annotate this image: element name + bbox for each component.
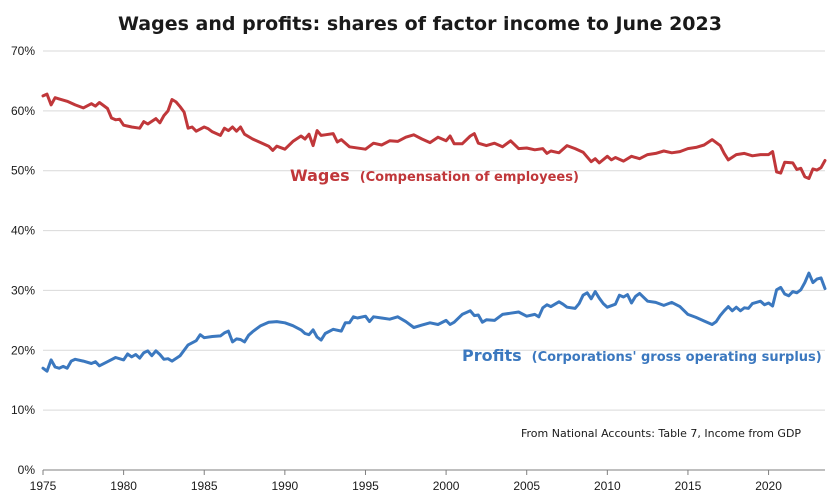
x-axis-ticks: 1975 1980 1985 1990 1995 2000 2005 2010 2015 2020 <box>30 470 782 493</box>
y-tick-label: 0% <box>18 463 36 477</box>
wages-line <box>41 92 827 180</box>
profits-line <box>41 271 827 373</box>
y-tick-label: 40% <box>11 224 35 238</box>
x-tick-label: 2000 <box>433 479 460 493</box>
profits-sub-label: (Corporations' gross operating surplus) <box>532 350 822 365</box>
wages-name: Wages <box>290 166 350 185</box>
y-tick-label: 60% <box>11 104 35 118</box>
y-tick-label: 20% <box>11 343 35 357</box>
y-tick-label: 50% <box>11 164 35 178</box>
x-tick-label: 1995 <box>352 479 379 493</box>
y-tick-label: 30% <box>11 283 35 297</box>
y-tick-label: 10% <box>11 403 35 417</box>
x-tick-label: 2015 <box>675 479 702 493</box>
profits-name: Profits <box>462 346 522 365</box>
x-tick-label: 2005 <box>513 479 540 493</box>
series-lines <box>41 92 827 373</box>
source-note: From National Accounts: Table 7, Income … <box>521 427 801 440</box>
chart-title: Wages and profits: shares of factor inco… <box>118 13 722 35</box>
y-axis-ticks: 0% 10% 20% 30% 40% 50% 60% 70% <box>11 44 35 477</box>
wages-sub-label: (Compensation of employees) <box>360 170 579 185</box>
x-tick-label: 1990 <box>272 479 299 493</box>
x-tick-label: 2020 <box>755 479 782 493</box>
x-tick-label: 1985 <box>191 479 218 493</box>
y-tick-label: 70% <box>11 44 35 58</box>
wages-series-label: Wages (Compensation of employees) <box>290 166 579 185</box>
gridlines <box>43 50 825 411</box>
x-tick-label: 2010 <box>594 479 621 493</box>
x-tick-label: 1975 <box>30 479 57 493</box>
profits-series-label: Profits (Corporations' gross operating su… <box>462 346 822 365</box>
x-tick-label: 1980 <box>110 479 137 493</box>
